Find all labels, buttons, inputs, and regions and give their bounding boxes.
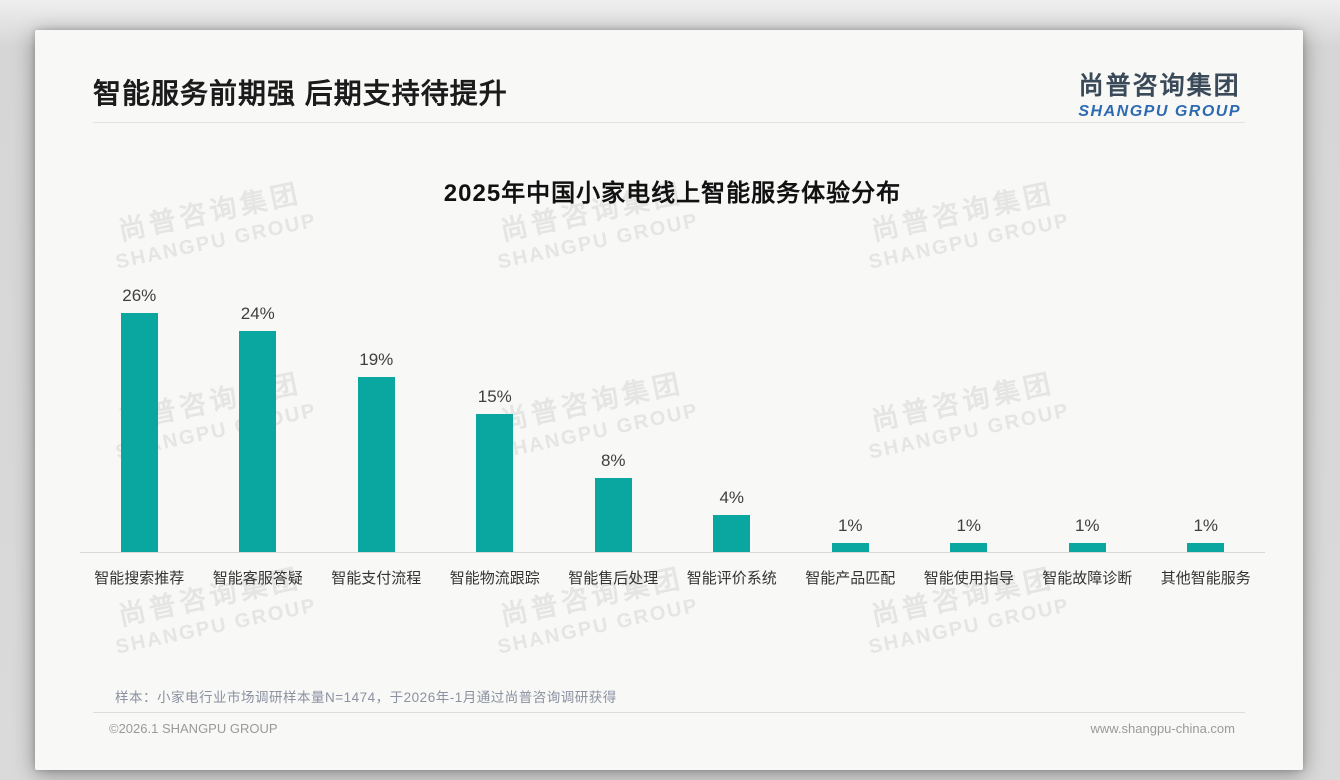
bar-value-label: 26% [122,285,157,305]
category-label: 智能物流跟踪 [449,570,540,587]
watermark-cn-text: 尚普咨询集团 [115,563,305,632]
bar-column: 26% [80,286,199,552]
bar [239,331,277,552]
watermark-en-text: SHANGPU GROUP [866,209,1072,274]
header-divider [93,122,1245,123]
footer-divider [93,712,1245,713]
bar [950,542,988,552]
bar [1187,542,1225,552]
logo-cn-text: 尚普咨询集团 [1078,72,1241,100]
bar-value-label: 19% [359,350,394,370]
bar-value-label: 1% [1193,515,1219,535]
bar [831,542,869,552]
bar-column: 8% [554,451,673,552]
bar [120,312,158,552]
watermark-en-text: SHANGPU GROUP [866,594,1072,659]
bar [1068,542,1106,552]
watermark-cn-text: 尚普咨询集团 [868,563,1058,632]
sample-note: 样本：小家电行业市场调研样本量N=1474，于2026年-1月通过尚普咨询调研获… [115,690,617,705]
bar-value-label: 24% [240,304,275,324]
logo-en-text: SHANGPU GROUP [1078,103,1241,120]
bar [594,478,632,552]
category-label: 其他智能服务 [1160,570,1251,587]
bar-column: 24% [199,304,318,552]
bar-column: 1% [1028,516,1147,552]
watermark-cn-text: 尚普咨询集团 [497,563,687,632]
watermark-en-text: SHANGPU GROUP [495,594,701,659]
bar-column: 1% [791,516,910,552]
bar-value-label: 15% [477,387,512,406]
chart-title: 2025年中国小家电线上智能服务体验分布 [443,180,902,207]
copyright-text: ©2026.1 SHANGPU GROUP [109,721,278,736]
category-label: 智能使用指导 [923,570,1014,587]
slide-card: 尚普咨询集团 SHANGPU GROUP 尚普咨询集团 SHANGPU GROUP 尚普… [35,30,1303,770]
watermark-en-text: SHANGPU GROUP [495,209,701,274]
bar-column: 19% [317,350,436,552]
category-label: 智能支付流程 [331,570,422,587]
bar [476,414,514,552]
bar-column: 1% [1147,516,1266,552]
bar-value-label: 1% [956,515,982,535]
bar-column: 1% [910,516,1029,552]
bar-value-label: 1% [837,515,863,535]
bar-value-label: 1% [1074,515,1100,535]
bar-value-label: 8% [600,451,626,471]
watermark-en-text: SHANGPU GROUP [113,209,319,274]
company-logo: 尚普咨询集团 SHANGPU GROUP [1078,66,1241,121]
website-url: www.shangpu-china.com [1090,721,1235,736]
page-title: 智能服务前期强 后期支持待提升 [93,78,508,109]
x-axis-line [80,552,1265,553]
category-label: 智能售后处理 [568,570,659,587]
category-label: 智能产品匹配 [805,570,896,587]
category-label: 智能搜索推荐 [94,570,185,587]
category-label: 智能评价系统 [686,570,777,587]
watermark-en-text: SHANGPU GROUP [113,594,319,659]
bar-column: 15% [436,387,555,552]
category-label: 智能客服答疑 [212,570,303,587]
bar-value-label: 4% [719,488,745,508]
bar [713,515,751,552]
bar-chart: 26% 24% 19% 15% 8% 4% 1% 1% 1% 1% [80,272,1265,552]
bar-column: 4% [673,488,792,552]
category-label: 智能故障诊断 [1042,570,1133,587]
bar [357,377,395,552]
x-axis-labels: 智能搜索推荐 智能客服答疑 智能支付流程 智能物流跟踪 智能售后处理 智能评价系统 智能产品… [80,567,1265,588]
